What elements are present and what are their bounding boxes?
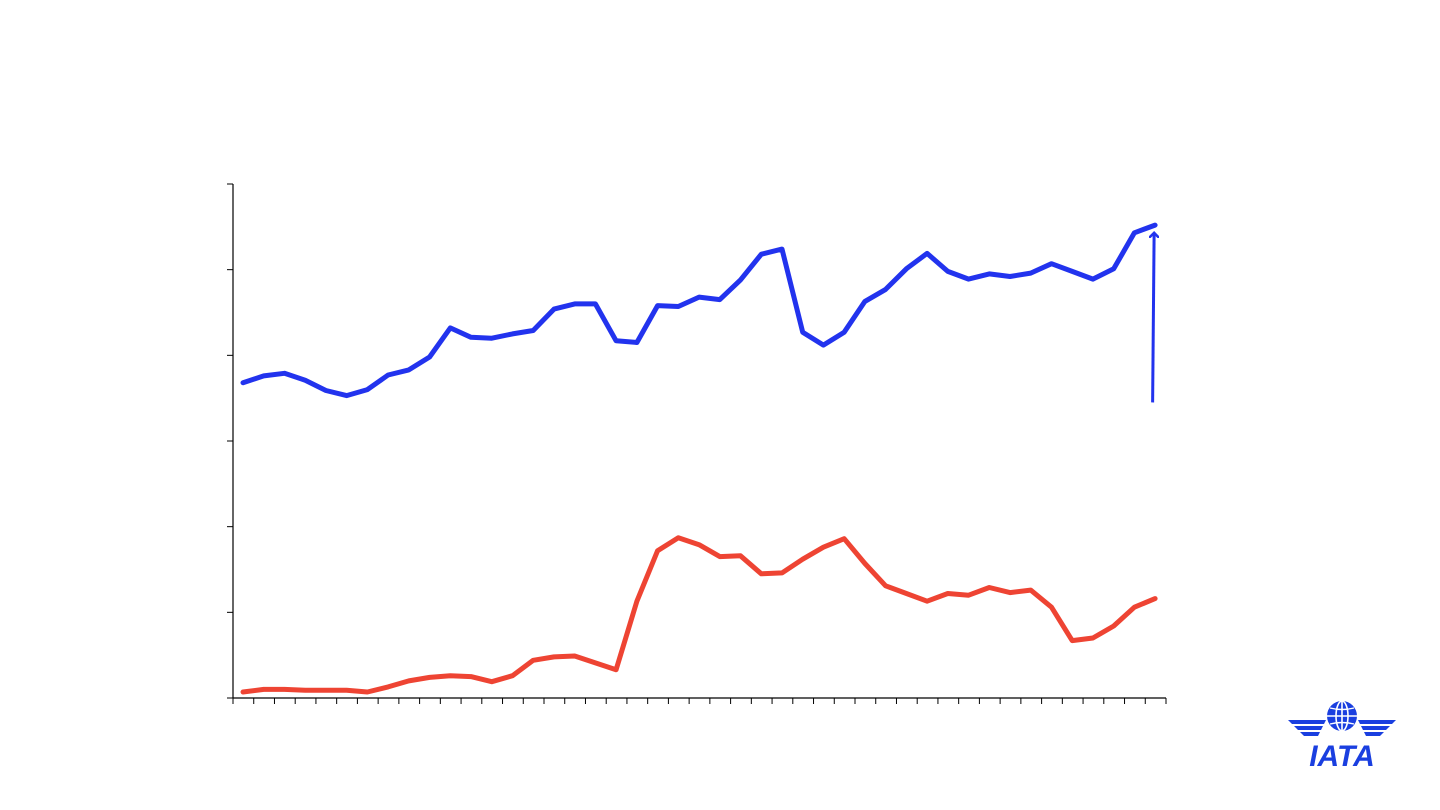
- series-line-2: [240, 535, 1158, 695]
- wings-icon: [1288, 720, 1396, 736]
- x-axis-ticks: [232, 698, 1167, 704]
- logo-wordmark: IATA: [1309, 740, 1375, 770]
- series-layer: [240, 222, 1158, 695]
- annotation-arrow: [1153, 233, 1155, 403]
- y-axis-ticks: [227, 183, 233, 699]
- globe-icon: [1327, 700, 1357, 732]
- iata-logo: IATA: [1288, 700, 1396, 770]
- annotation-layer: [1153, 233, 1155, 403]
- series-line-1: [240, 222, 1158, 399]
